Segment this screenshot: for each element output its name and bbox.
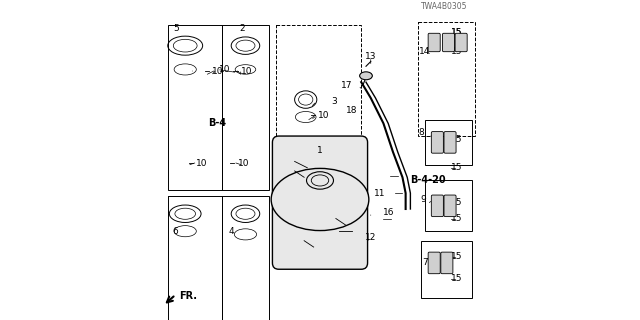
Text: 3: 3 bbox=[332, 97, 337, 106]
Bar bbox=[422, 241, 472, 298]
Bar bbox=[276, 25, 361, 199]
Text: 15: 15 bbox=[451, 47, 462, 57]
Text: 16: 16 bbox=[383, 208, 395, 217]
Text: 4: 4 bbox=[228, 227, 234, 236]
Text: 15: 15 bbox=[451, 252, 462, 261]
FancyBboxPatch shape bbox=[273, 136, 367, 269]
Text: 18: 18 bbox=[346, 106, 358, 115]
Text: 9: 9 bbox=[420, 195, 426, 204]
Text: 15: 15 bbox=[451, 135, 462, 144]
Text: 17: 17 bbox=[341, 81, 353, 90]
Text: 12: 12 bbox=[365, 233, 376, 242]
FancyBboxPatch shape bbox=[442, 33, 454, 52]
Ellipse shape bbox=[360, 72, 372, 80]
Text: 10: 10 bbox=[241, 67, 252, 76]
FancyBboxPatch shape bbox=[444, 132, 456, 153]
Text: 15: 15 bbox=[451, 274, 462, 283]
Text: 2: 2 bbox=[239, 24, 245, 33]
Bar bbox=[168, 196, 221, 320]
FancyBboxPatch shape bbox=[428, 252, 440, 274]
Text: B-4: B-4 bbox=[208, 118, 226, 128]
Text: 15: 15 bbox=[451, 28, 462, 37]
Text: 5: 5 bbox=[173, 24, 179, 33]
Text: 8: 8 bbox=[419, 128, 424, 137]
Text: 6: 6 bbox=[173, 227, 179, 236]
FancyBboxPatch shape bbox=[431, 195, 444, 217]
Text: 15: 15 bbox=[451, 28, 462, 37]
Ellipse shape bbox=[271, 168, 369, 231]
Text: 15: 15 bbox=[451, 198, 462, 207]
Text: B-4-20: B-4-20 bbox=[410, 175, 445, 186]
Text: FR.: FR. bbox=[179, 291, 197, 301]
Text: 10: 10 bbox=[196, 158, 208, 167]
Text: 10: 10 bbox=[212, 67, 223, 76]
FancyBboxPatch shape bbox=[444, 195, 456, 217]
Text: 11: 11 bbox=[374, 188, 385, 198]
Bar bbox=[425, 120, 472, 164]
Text: 10: 10 bbox=[237, 158, 249, 167]
Bar bbox=[221, 25, 269, 190]
Text: 10: 10 bbox=[219, 65, 230, 74]
FancyBboxPatch shape bbox=[441, 252, 453, 274]
Text: 14: 14 bbox=[419, 47, 430, 57]
FancyBboxPatch shape bbox=[428, 33, 440, 52]
Text: 7: 7 bbox=[422, 259, 428, 268]
Bar bbox=[425, 180, 472, 231]
Text: 15: 15 bbox=[451, 214, 462, 223]
Text: TWA4B0305: TWA4B0305 bbox=[421, 2, 467, 11]
Text: 10: 10 bbox=[319, 111, 330, 120]
Bar bbox=[221, 196, 269, 320]
Text: 13: 13 bbox=[365, 52, 376, 61]
Bar bbox=[419, 22, 476, 136]
Text: 15: 15 bbox=[451, 163, 462, 172]
Bar bbox=[168, 25, 221, 190]
FancyBboxPatch shape bbox=[455, 33, 467, 52]
Text: 1: 1 bbox=[317, 146, 323, 155]
FancyBboxPatch shape bbox=[431, 132, 444, 153]
